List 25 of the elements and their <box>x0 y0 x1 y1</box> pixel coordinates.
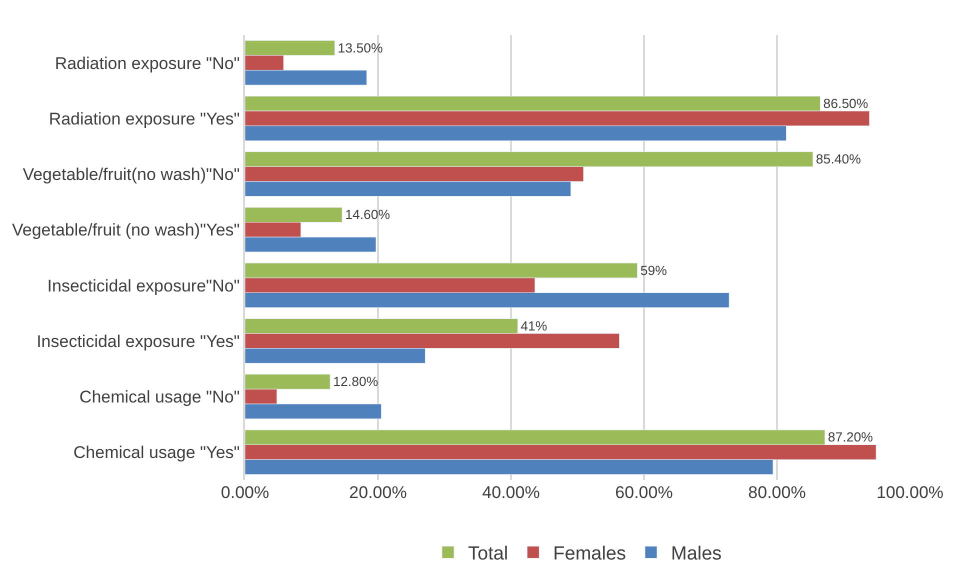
y-tick-label: Chemical usage "No" <box>79 388 240 407</box>
y-tick-label: Insecticidal exposure "Yes" <box>36 332 240 351</box>
y-tick-label: Radiation exposure "Yes" <box>48 109 240 128</box>
data-label: 59% <box>640 262 668 278</box>
data-label: 13.50% <box>338 40 383 56</box>
x-tick-label: 20.00% <box>349 483 407 502</box>
legend-label: Males <box>671 544 722 565</box>
data-label: 87.20% <box>828 430 874 445</box>
x-tick-label: 0.00% <box>220 483 270 502</box>
y-tick-label: Vegetable/fruit(no wash)"No" <box>22 165 240 184</box>
x-tick-label: 60.00% <box>615 483 673 502</box>
x-tick-label: 40.00% <box>482 483 540 502</box>
legend-label: Females <box>553 544 626 565</box>
data-label: 12.80% <box>333 374 378 390</box>
x-tick-label: 100.00% <box>876 483 944 502</box>
data-label: 85.40% <box>816 152 862 167</box>
x-tick-label: 80.00% <box>748 483 806 502</box>
y-tick-label: Vegetable/fruit (no wash)"Yes" <box>12 220 240 240</box>
data-label: 41% <box>520 318 548 334</box>
data-label: 86.50% <box>823 96 868 111</box>
y-tick-label: Radiation exposure "No" <box>54 54 240 73</box>
y-tick-label: Chemical usage "Yes" <box>73 443 240 462</box>
data-label: 14.60% <box>345 207 390 222</box>
legend-label: Total <box>468 544 508 565</box>
y-tick-label: Insecticidal exposure"No" <box>47 276 240 296</box>
